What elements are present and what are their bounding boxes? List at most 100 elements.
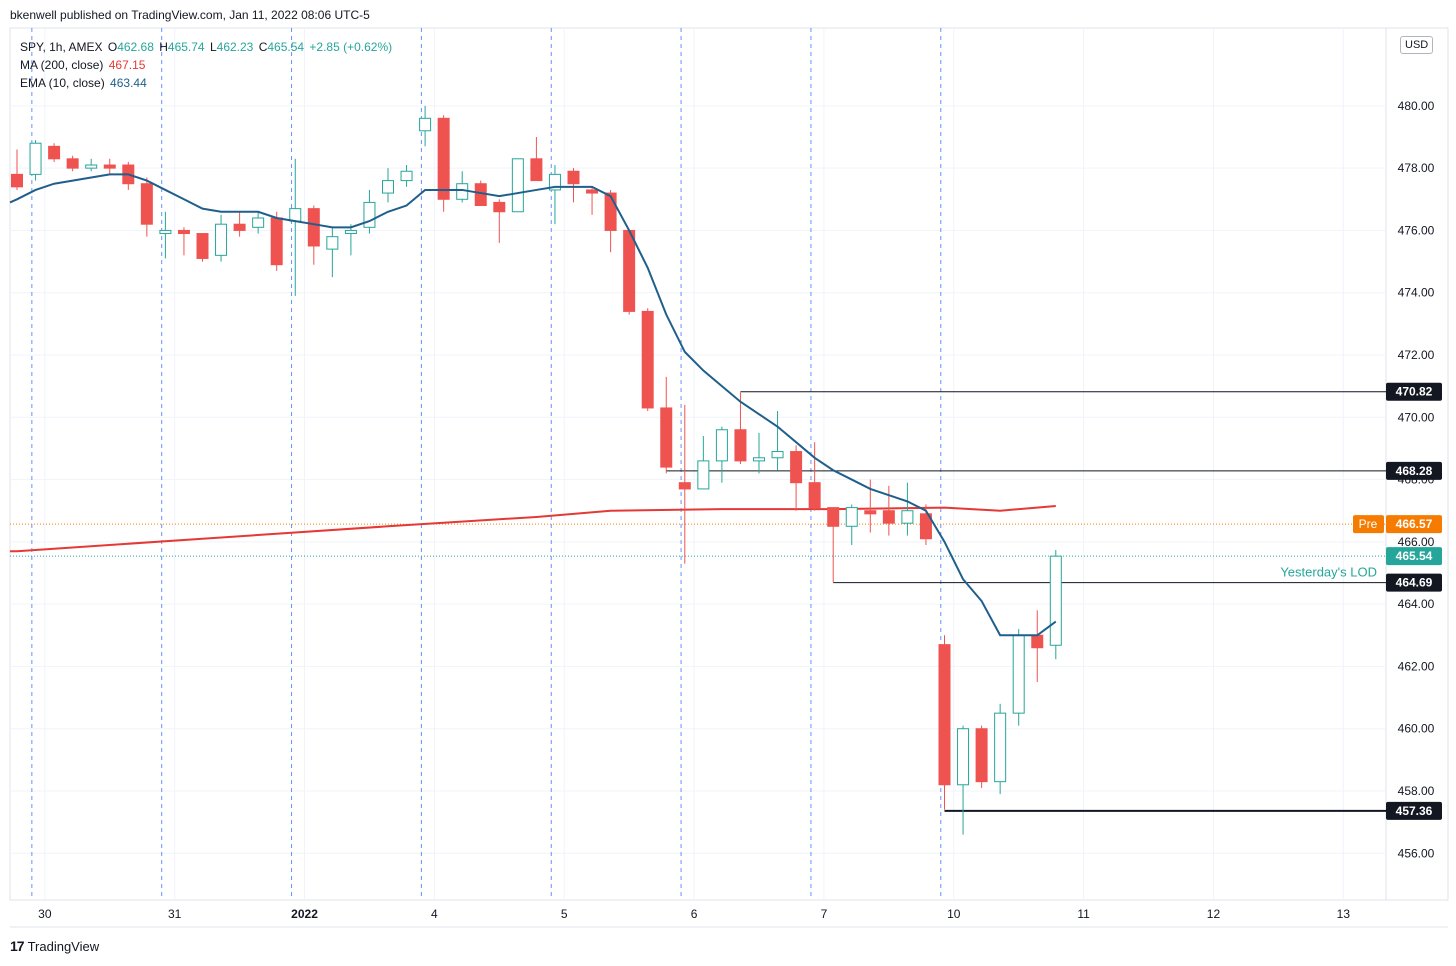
x-tick-label: 31 xyxy=(168,907,182,921)
x-tick-label: 6 xyxy=(691,907,698,921)
candle-up xyxy=(289,158,302,296)
candle-down xyxy=(307,205,320,265)
candles xyxy=(11,105,1062,835)
y-tick-label: 464.00 xyxy=(1398,597,1435,611)
candle-down xyxy=(790,445,803,511)
candle-down xyxy=(233,211,246,237)
y-tick-label: 460.00 xyxy=(1398,722,1435,736)
candle-body xyxy=(623,229,636,312)
candle-body xyxy=(957,728,970,786)
legend-symbol-row: SPY, 1h, AMEX O462.68 H465.74 L462.23 C4… xyxy=(20,38,394,56)
candle-body xyxy=(289,208,302,222)
candle-body xyxy=(85,164,98,169)
candle-body xyxy=(400,170,413,182)
candle-down xyxy=(196,233,209,262)
candle-body xyxy=(901,510,914,524)
legend-open: 462.68 xyxy=(117,40,154,54)
candle-body xyxy=(363,201,376,228)
currency-badge[interactable]: USD xyxy=(1400,36,1434,54)
candle-down xyxy=(177,227,190,256)
candle-body xyxy=(233,223,246,231)
legend-change: +2.85 (+0.62%) xyxy=(309,40,393,54)
candle-down xyxy=(827,507,840,583)
y-tick-label: 474.00 xyxy=(1398,286,1435,300)
candle-down xyxy=(938,635,951,810)
candle-body xyxy=(437,117,450,200)
candle-up xyxy=(159,211,172,259)
x-tick-label: 11 xyxy=(1077,907,1090,921)
x-tick-label: 5 xyxy=(561,907,568,921)
candle-up xyxy=(511,158,524,213)
legend-ma-value: 467.15 xyxy=(108,58,146,72)
legend-ema-label: EMA (10, close) xyxy=(20,76,105,90)
candle-down xyxy=(437,115,450,212)
legend-low: 462.23 xyxy=(216,40,254,54)
candle-body xyxy=(938,644,951,786)
legend-close: 465.54 xyxy=(267,40,305,54)
level-price-label: 468.28 xyxy=(1396,464,1433,478)
y-tick-label: 470.00 xyxy=(1398,410,1435,424)
session-breaks xyxy=(31,28,942,900)
candle-down xyxy=(623,229,636,315)
footer-brand: 17 TradingView xyxy=(10,938,99,954)
legend-open-label: O xyxy=(107,40,118,54)
candle-down xyxy=(530,137,543,182)
legend-ma-label: MA (200, close) xyxy=(20,58,104,72)
candle-down xyxy=(1031,610,1044,682)
key-level-annotation: Yesterday's LOD xyxy=(1280,565,1377,580)
legend-symbol: SPY, 1h, AMEX xyxy=(20,40,103,54)
x-tick-label: 10 xyxy=(947,907,961,921)
x-tick-label: 30 xyxy=(38,907,52,921)
candle-body xyxy=(641,310,654,409)
candle-body xyxy=(270,217,283,266)
level-price-label-bg xyxy=(1386,573,1442,592)
candle-up xyxy=(29,140,42,181)
legend-ema-value: 463.44 xyxy=(110,76,147,90)
candle-body xyxy=(196,233,209,259)
candle-up xyxy=(771,411,784,471)
candle-body xyxy=(419,117,432,132)
candle-body xyxy=(66,158,79,169)
candle-up xyxy=(456,171,469,203)
legend-ema-row: EMA (10, close) 463.44 xyxy=(20,74,394,92)
candle-up xyxy=(252,211,265,234)
level-price-label: 470.82 xyxy=(1396,385,1433,399)
candle-body xyxy=(586,189,599,194)
candle-body xyxy=(29,142,42,175)
legend-high: 465.74 xyxy=(167,40,205,54)
y-tick-label: 478.00 xyxy=(1398,161,1435,175)
candle-body xyxy=(715,429,728,462)
candle-body xyxy=(678,482,691,490)
candle-down xyxy=(678,404,691,564)
candle-body xyxy=(48,145,61,160)
candle-body xyxy=(567,170,580,185)
candle-down xyxy=(11,149,23,190)
y-tick-label: 480.00 xyxy=(1398,99,1435,113)
candle-up xyxy=(845,504,858,545)
last-price-label: 465.54 xyxy=(1396,549,1433,563)
candle-up xyxy=(901,482,914,536)
level-price-label-bg xyxy=(1386,461,1442,480)
candle-down xyxy=(660,376,673,474)
candle-body xyxy=(530,158,543,182)
candle-up xyxy=(994,703,1007,795)
candle-down xyxy=(586,186,599,215)
candle-up xyxy=(85,158,98,172)
candle-body xyxy=(215,223,228,256)
x-tick-label: 2022 xyxy=(291,907,318,921)
last-price-label-bg xyxy=(1386,547,1442,566)
candle-down xyxy=(567,168,580,203)
candle-body xyxy=(252,217,265,228)
x-tick-label: 13 xyxy=(1337,907,1351,921)
candle-body xyxy=(660,407,673,468)
ma200-line xyxy=(10,505,1056,553)
candle-body xyxy=(864,510,877,515)
x-tick-label: 4 xyxy=(431,907,438,921)
footer-brand-name: TradingView xyxy=(27,938,100,954)
pre-price-label-bg xyxy=(1386,515,1442,534)
candle-body xyxy=(919,513,932,540)
candle-down xyxy=(734,392,747,464)
tradingview-logo-icon: 17 xyxy=(10,938,25,954)
candle-down xyxy=(270,211,283,271)
